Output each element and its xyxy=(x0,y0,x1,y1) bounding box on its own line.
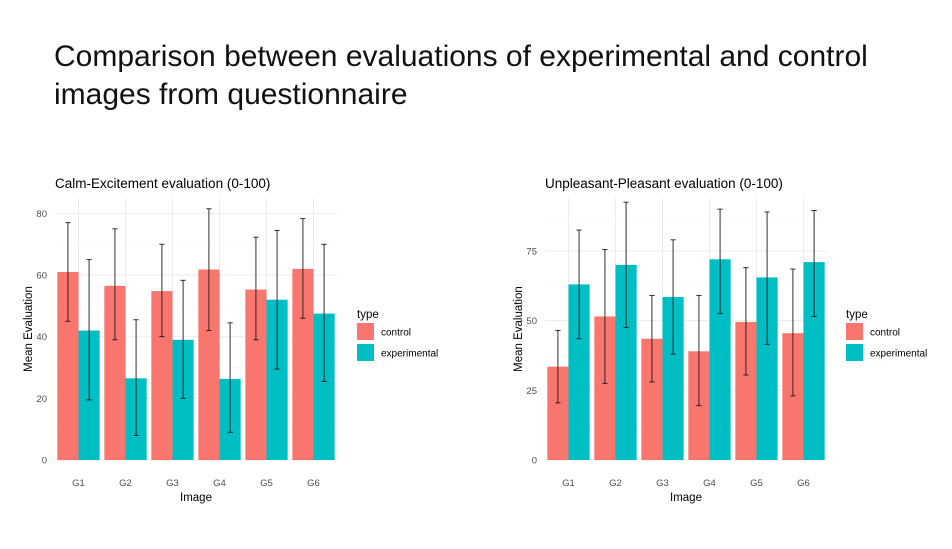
legend-label-control: control xyxy=(381,328,411,339)
bar-experimental-G3 xyxy=(662,296,684,460)
x-tick-label: G5 xyxy=(750,478,763,489)
legend-label-experimental: experimental xyxy=(381,349,438,360)
error-bar-experimental-G5 xyxy=(274,229,280,370)
error-bar-control-G1 xyxy=(555,329,561,404)
bar-control-G4 xyxy=(198,269,220,460)
error-bar-control-G3 xyxy=(159,243,165,338)
y-tick-label: 75 xyxy=(526,246,537,257)
y-tick-label: 0 xyxy=(532,456,537,467)
bar-control-G5 xyxy=(735,322,757,460)
error-bar-control-G5 xyxy=(743,267,749,376)
bar-experimental-G6 xyxy=(803,262,825,460)
error-bar-experimental-G1 xyxy=(86,259,92,401)
x-tick-label: G1 xyxy=(562,478,575,489)
bar-control-G3 xyxy=(151,291,173,460)
slide-title-line-2: images from questionnaire xyxy=(54,78,408,111)
error-bar-control-G6 xyxy=(790,268,796,397)
y-tick-label: 20 xyxy=(36,394,47,405)
error-bar-experimental-G3 xyxy=(670,239,676,355)
legend-key-experimental xyxy=(357,344,374,361)
bar-control-G6 xyxy=(782,333,804,460)
chart-title: Unpleasant-Pleasant evaluation (0-100) xyxy=(545,176,783,191)
bar-control-G3 xyxy=(641,338,663,460)
x-axis-label: Image xyxy=(180,492,212,504)
legend-title: type xyxy=(357,309,379,321)
x-tick-label: G2 xyxy=(119,478,132,489)
bar-control-G6 xyxy=(292,268,314,460)
bar-experimental-G5 xyxy=(266,299,288,460)
legend-key-experimental xyxy=(846,344,863,361)
x-tick-label: G3 xyxy=(166,478,179,489)
bar-experimental-G5 xyxy=(756,277,778,460)
x-tick-label: G5 xyxy=(260,478,273,489)
bar-experimental-G3 xyxy=(172,339,194,460)
error-bar-control-G4 xyxy=(696,295,702,407)
legend-label-control: control xyxy=(870,328,900,339)
bar-control-G2 xyxy=(594,316,616,460)
error-bar-control-G6 xyxy=(300,218,306,319)
legend-label-experimental: experimental xyxy=(870,349,927,360)
error-bar-control-G1 xyxy=(65,222,71,322)
y-tick-label: 40 xyxy=(36,332,47,343)
bar-experimental-G4 xyxy=(709,259,731,460)
x-tick-label: G4 xyxy=(703,478,716,489)
error-bar-control-G4 xyxy=(206,208,212,331)
x-tick-label: G3 xyxy=(656,478,669,489)
error-bar-control-G2 xyxy=(112,228,118,341)
error-bar-experimental-G4 xyxy=(717,208,723,315)
legend-key-control xyxy=(846,323,863,340)
slide-title-line-1: Comparison between evaluations of experi… xyxy=(54,40,868,73)
x-tick-label: G1 xyxy=(72,478,85,489)
error-bar-control-G5 xyxy=(253,236,259,341)
bar-control-G1 xyxy=(547,366,569,460)
x-axis-label: Image xyxy=(670,492,702,504)
error-bar-experimental-G2 xyxy=(623,201,629,329)
error-bar-experimental-G6 xyxy=(811,210,817,317)
y-tick-label: 0 xyxy=(42,456,47,467)
bar-control-G5 xyxy=(245,289,267,460)
error-bar-experimental-G5 xyxy=(764,211,770,345)
error-bar-experimental-G3 xyxy=(180,279,186,399)
bar-experimental-G2 xyxy=(615,264,637,460)
error-bar-experimental-G1 xyxy=(576,229,582,340)
error-bar-control-G2 xyxy=(602,249,608,384)
x-tick-label: G4 xyxy=(213,478,226,489)
y-axis-label: Mean Evaluation xyxy=(23,286,35,372)
bar-control-G2 xyxy=(104,285,126,460)
y-tick-label: 50 xyxy=(526,316,537,327)
y-axis-label: Mean Evaluation xyxy=(513,286,525,372)
legend-key-control xyxy=(357,323,374,340)
slide-title: Comparison between evaluations of experi… xyxy=(54,38,934,114)
legend-title: type xyxy=(846,309,868,321)
error-bar-control-G3 xyxy=(649,295,655,383)
bar-control-G1 xyxy=(57,271,79,460)
chart-title: Calm-Excitement evaluation (0-100) xyxy=(55,176,270,191)
error-bar-experimental-G6 xyxy=(321,243,327,382)
x-tick-label: G2 xyxy=(609,478,622,489)
bar-experimental-G6 xyxy=(313,313,335,460)
y-tick-label: 60 xyxy=(36,271,47,282)
y-tick-label: 80 xyxy=(36,209,47,220)
bar-experimental-G1 xyxy=(568,284,590,460)
error-bar-experimental-G2 xyxy=(133,319,139,436)
x-tick-label: G6 xyxy=(797,478,810,489)
x-tick-label: G6 xyxy=(307,478,320,489)
error-bar-experimental-G4 xyxy=(227,322,233,433)
y-tick-label: 25 xyxy=(526,386,537,397)
